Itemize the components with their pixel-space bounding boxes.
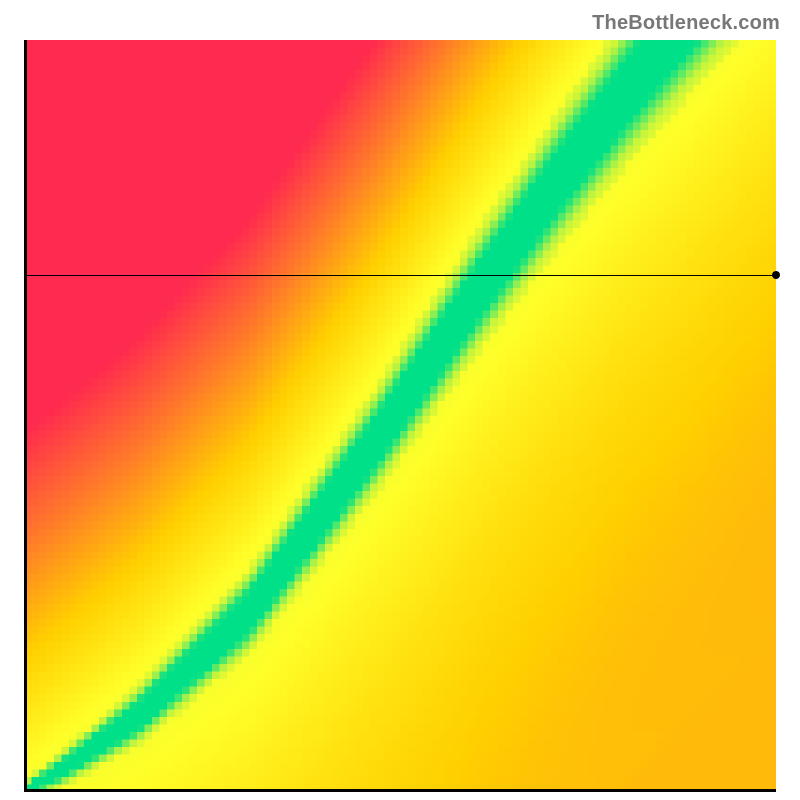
chart-frame (24, 40, 776, 792)
bottleneck-heatmap (24, 40, 776, 792)
watermark-text: TheBottleneck.com (592, 12, 780, 35)
